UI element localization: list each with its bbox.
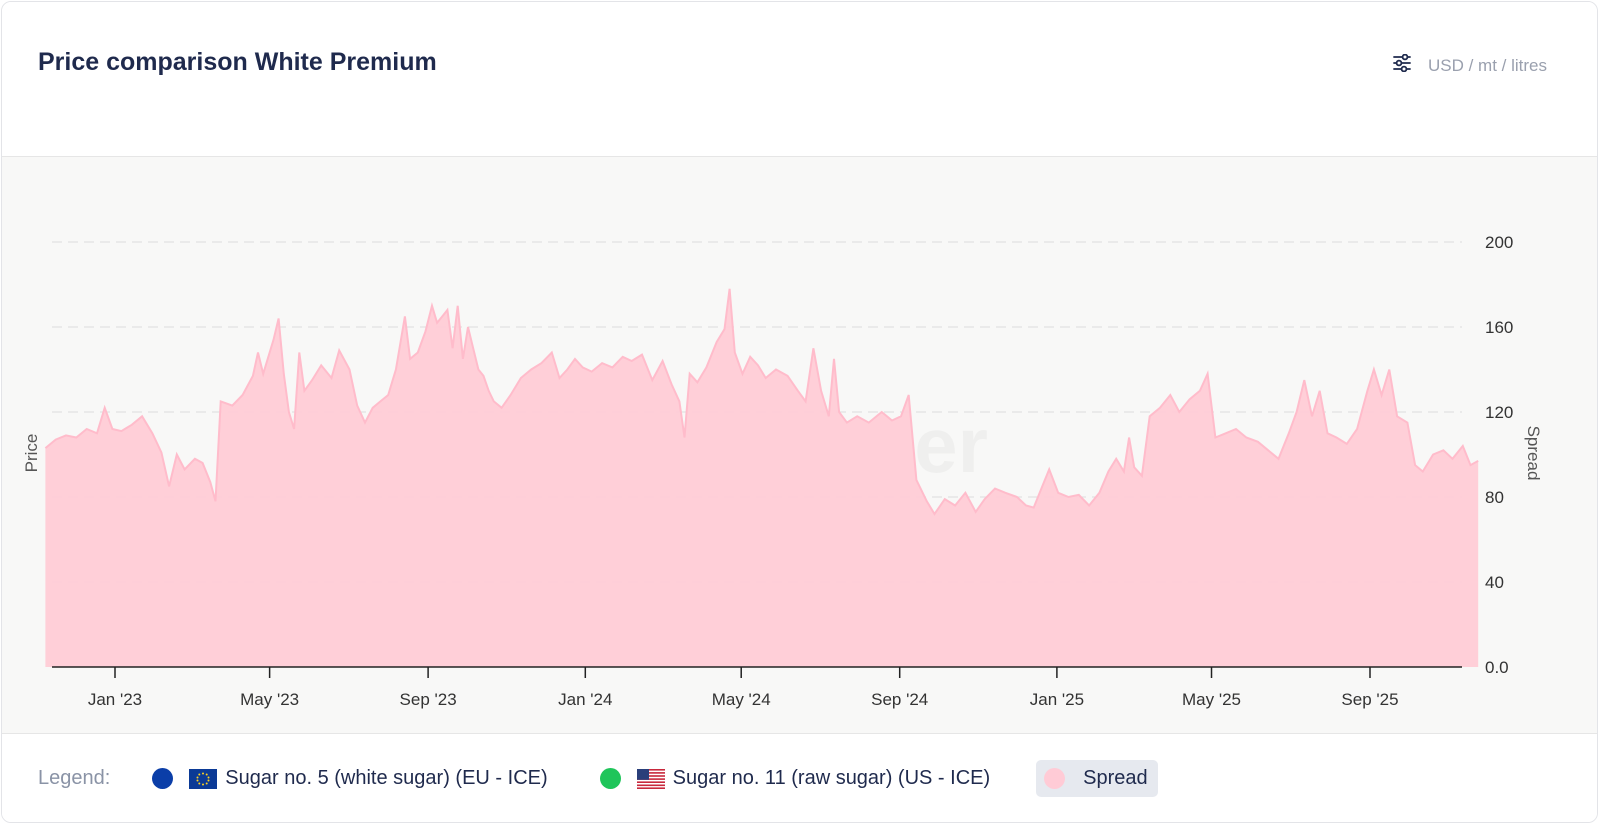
legend-item-label: Sugar no. 5 (white sugar) (EU - ICE) (225, 767, 548, 789)
sliders-icon (1392, 53, 1412, 77)
spread-area (45, 288, 1479, 667)
legend-item-label: Spread (1083, 767, 1148, 789)
y-tick-label: 80 (1485, 488, 1504, 507)
y-axis-title-left: Price (22, 434, 41, 473)
legend-bar: Legend: Sugar no. 5 (white sugar) (E (2, 733, 1597, 822)
y-tick-label: 120 (1485, 403, 1513, 422)
x-tick-label: May '24 (712, 690, 771, 709)
y-tick-label: 0.0 (1485, 658, 1509, 677)
y-tick-label: 200 (1485, 233, 1513, 252)
unit-label: USD / mt / litres (1427, 55, 1547, 75)
y-axis-title-right: Spread (1524, 426, 1543, 481)
eu-flag-icon (189, 768, 218, 789)
legend-item-white-sugar[interactable]: Sugar no. 5 (white sugar) (EU - ICE) (152, 767, 548, 790)
x-tick-label: Jan '23 (88, 690, 142, 709)
y-tick-label: 40 (1485, 573, 1504, 592)
x-tick-label: Sep '25 (1341, 690, 1398, 709)
legend-item-raw-sugar[interactable]: Sugar no. 11 (raw sugar) (US - ICE) (599, 767, 991, 790)
legend-label: Legend: (38, 767, 111, 789)
legend-item-label: Sugar no. 11 (raw sugar) (US - ICE) (672, 767, 991, 789)
x-tick-label: Sep '24 (871, 690, 928, 709)
y-tick-label: 160 (1485, 318, 1513, 337)
legend: Legend: Sugar no. 5 (white sugar) (E (38, 760, 1210, 797)
x-tick-label: Sep '23 (400, 690, 457, 709)
series-color-dot (1044, 768, 1066, 789)
series-color-dot (152, 768, 174, 789)
x-tick-label: Jan '24 (558, 690, 612, 709)
chart-title: Price comparison White Premium (38, 48, 437, 76)
series-color-dot (599, 768, 621, 789)
x-tick-label: May '25 (1182, 690, 1241, 709)
legend-item-spread[interactable]: Spread (1036, 760, 1158, 797)
x-tick-label: May '23 (240, 690, 299, 709)
spread-line (44, 288, 1479, 516)
card-header: Price comparison White Premium USD (2, 2, 1597, 157)
unit-selector[interactable]: USD / mt / litres (1392, 53, 1547, 77)
x-tick-label: Jan '25 (1030, 690, 1084, 709)
us-flag-icon (636, 768, 665, 789)
